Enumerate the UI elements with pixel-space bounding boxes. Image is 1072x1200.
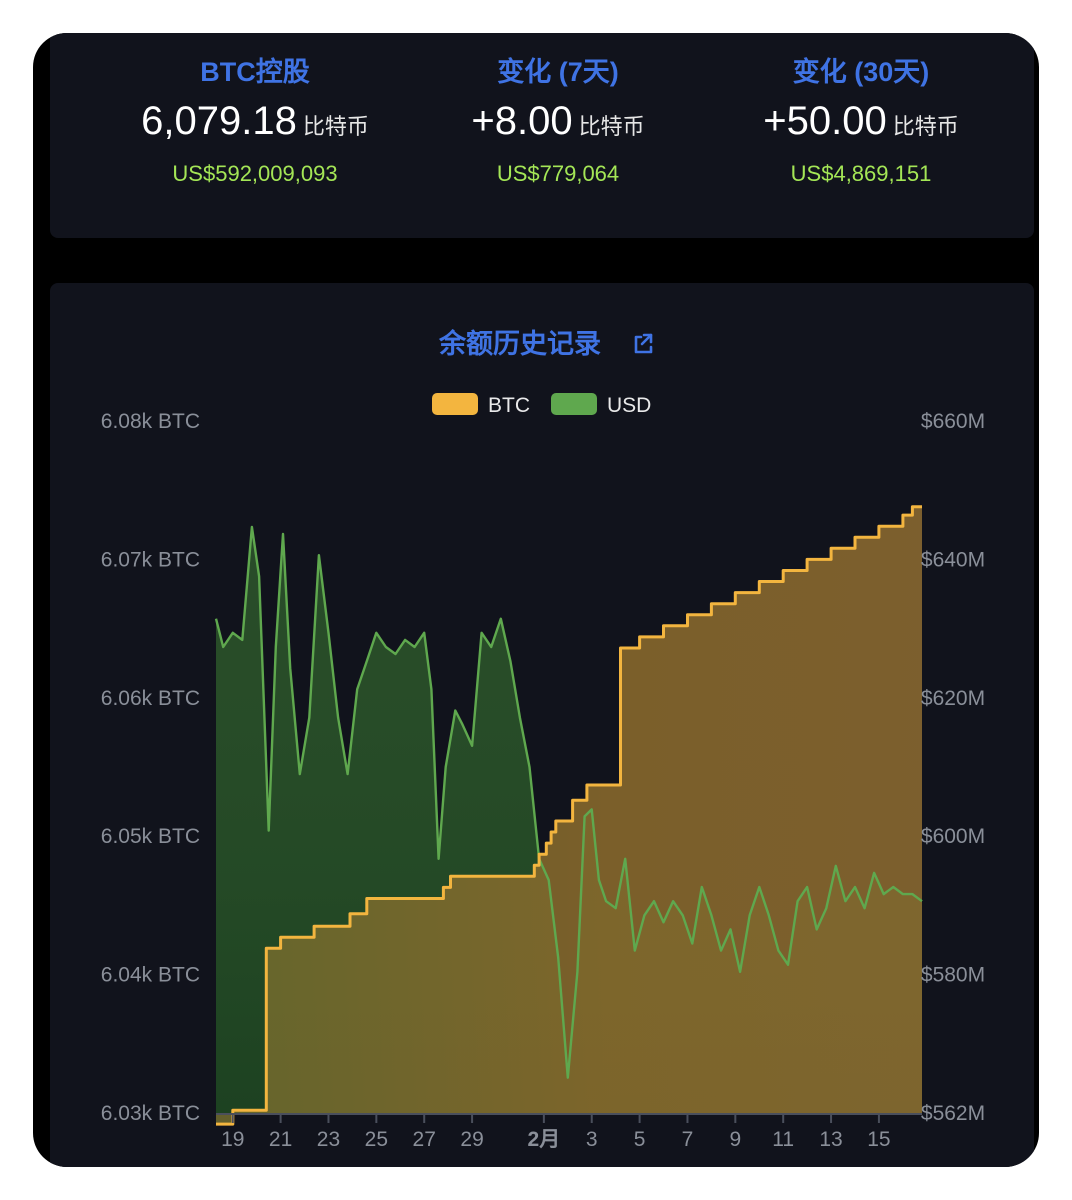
stats-card: BTC控股 6,079.18 比特币 US$592,009,093 变化 (7天)… bbox=[50, 33, 1034, 238]
x-tick-label: 9 bbox=[729, 1128, 741, 1151]
change-30d-unit: 比特币 bbox=[892, 114, 959, 139]
change-7d-usd: US$779,064 bbox=[496, 161, 620, 186]
change-7d-unit: 比特币 bbox=[578, 114, 645, 139]
x-tick-label: 2月 bbox=[528, 1128, 561, 1151]
y-right-tick-label: $580M bbox=[921, 964, 985, 987]
y-right-tick-label: $640M bbox=[921, 548, 985, 571]
y-right-tick-label: $600M bbox=[921, 825, 985, 848]
balance-history-chart: 余额历史记录 BTC USD 6.08k BTC 6.07k BTC 6.06k BT… bbox=[101, 328, 985, 1151]
holdings-usd: US$592,009,093 bbox=[172, 161, 338, 186]
chart-areas bbox=[214, 505, 923, 1126]
x-tick-label: 5 bbox=[634, 1128, 646, 1151]
holdings-title: BTC控股 bbox=[200, 57, 310, 87]
x-tick-label: 13 bbox=[819, 1128, 842, 1151]
holdings-stat: BTC控股 6,079.18 比特币 US$592,009,093 bbox=[105, 53, 405, 189]
legend-swatch-usd[interactable] bbox=[551, 393, 597, 415]
change-7d-title: 变化 (7天) bbox=[497, 57, 619, 87]
y-left-tick-label: 6.08k BTC bbox=[101, 410, 200, 433]
y-right-tick-label: $620M bbox=[921, 687, 985, 710]
chart-title-group[interactable]: 余额历史记录 bbox=[438, 328, 653, 359]
usd-line bbox=[214, 525, 923, 1079]
widget-frame: BTC控股 6,079.18 比特币 US$592,009,093 变化 (7天)… bbox=[33, 33, 1039, 1167]
change-30d-value: +50.00 bbox=[763, 99, 887, 143]
x-tick-label: 11 bbox=[772, 1128, 794, 1151]
change-30d-stat: 变化 (30天) +50.00 比特币 US$4,869,151 bbox=[711, 53, 1011, 189]
y-left-tick-label: 6.04k BTC bbox=[101, 964, 200, 987]
y-left-tick-label: 6.06k BTC bbox=[101, 687, 200, 710]
holdings-value: 6,079.18 bbox=[141, 99, 297, 143]
holdings-value-row: 6,079.18 比特币 bbox=[105, 95, 405, 153]
change-30d-usd: US$4,869,151 bbox=[790, 161, 932, 186]
x-tick-label: 7 bbox=[682, 1128, 694, 1151]
chart-legend: BTC USD bbox=[432, 393, 651, 417]
y-left-tick-label: 6.03k BTC bbox=[101, 1102, 200, 1125]
legend-label-btc[interactable]: BTC bbox=[488, 394, 530, 417]
y-right-tick-label: $660M bbox=[921, 410, 985, 433]
change-7d-value-row: +8.00 比特币 bbox=[408, 95, 708, 153]
chart-title[interactable]: 余额历史记录 bbox=[438, 328, 601, 359]
change-7d-stat: 变化 (7天) +8.00 比特币 US$779,064 bbox=[408, 53, 708, 189]
x-tick-label: 23 bbox=[317, 1128, 340, 1151]
y-right-tick-label: $562M bbox=[921, 1102, 985, 1125]
x-tick-label: 21 bbox=[269, 1128, 292, 1151]
x-tick-label: 25 bbox=[365, 1128, 388, 1151]
x-tick-label: 19 bbox=[221, 1128, 244, 1151]
external-link-icon[interactable] bbox=[634, 333, 653, 354]
change-7d-value: +8.00 bbox=[471, 99, 573, 143]
y-left-tick-label: 6.05k BTC bbox=[101, 825, 200, 848]
y-left-tick-label: 6.07k BTC bbox=[101, 548, 200, 571]
holdings-unit: 比特币 bbox=[302, 114, 369, 139]
balance-history-card: 余额历史记录 BTC USD 6.08k BTC 6.07k BTC 6.06k BT… bbox=[50, 283, 1034, 1167]
legend-swatch-btc[interactable] bbox=[432, 393, 478, 415]
x-tick-label: 27 bbox=[413, 1128, 436, 1151]
x-tick-label: 29 bbox=[460, 1128, 483, 1151]
btc-area bbox=[216, 506, 922, 1125]
change-30d-value-row: +50.00 比特币 bbox=[711, 95, 1011, 153]
change-30d-title: 变化 (30天) bbox=[792, 57, 930, 87]
chart-axes: 6.08k BTC 6.07k BTC 6.06k BTC 6.05k BTC 6.04… bbox=[101, 410, 985, 1151]
x-tick-label: 15 bbox=[867, 1128, 890, 1151]
btc-line bbox=[216, 505, 922, 1126]
legend-label-usd[interactable]: USD bbox=[607, 394, 651, 417]
x-tick-label: 3 bbox=[586, 1128, 598, 1151]
